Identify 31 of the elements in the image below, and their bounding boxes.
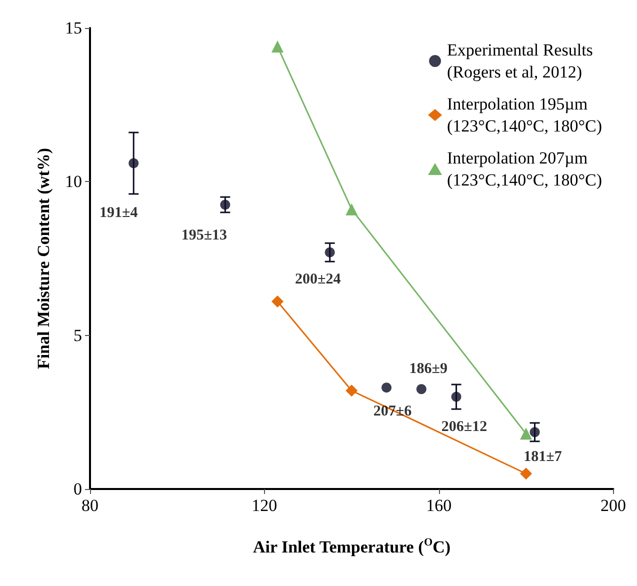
y-tick-label: 5 [74,326,82,345]
x-tick-label: 120 [252,496,278,515]
point [520,428,532,440]
legend-label: Experimental Results (Rogers et al, 2012) [447,40,593,82]
point [346,203,358,216]
y-tick-label: 15 [65,18,82,38]
annotation: 191±4 [99,205,138,222]
point [346,384,358,397]
x-tick-label: 80 [82,496,98,515]
x-tick-label: 160 [426,496,452,515]
annotation: 206±12 [441,418,488,435]
point [272,296,284,308]
annotation: 195±13 [181,228,228,244]
point [272,40,284,52]
y-axis-title: Final Moisture Content (wt%) [34,148,53,370]
point [324,247,335,258]
y-tick-label: 0 [74,480,82,498]
annotation: 186±9 [409,361,448,378]
point [128,158,139,168]
point [530,427,540,438]
legend-label: Interpolation 207µm (123°C,140°C, 180°C) [447,148,602,190]
point [416,384,426,394]
x-tick-label: 200 [600,496,626,515]
point [520,468,532,480]
annotation: 181±7 [524,449,562,466]
annotation: 200±24 [294,271,342,288]
point [382,382,392,393]
point [220,200,230,210]
y-tick-label: 10 [65,172,82,192]
legend-label: Interpolation 195µm (123°C,140°C, 180°C) [447,94,602,136]
point [451,392,462,402]
